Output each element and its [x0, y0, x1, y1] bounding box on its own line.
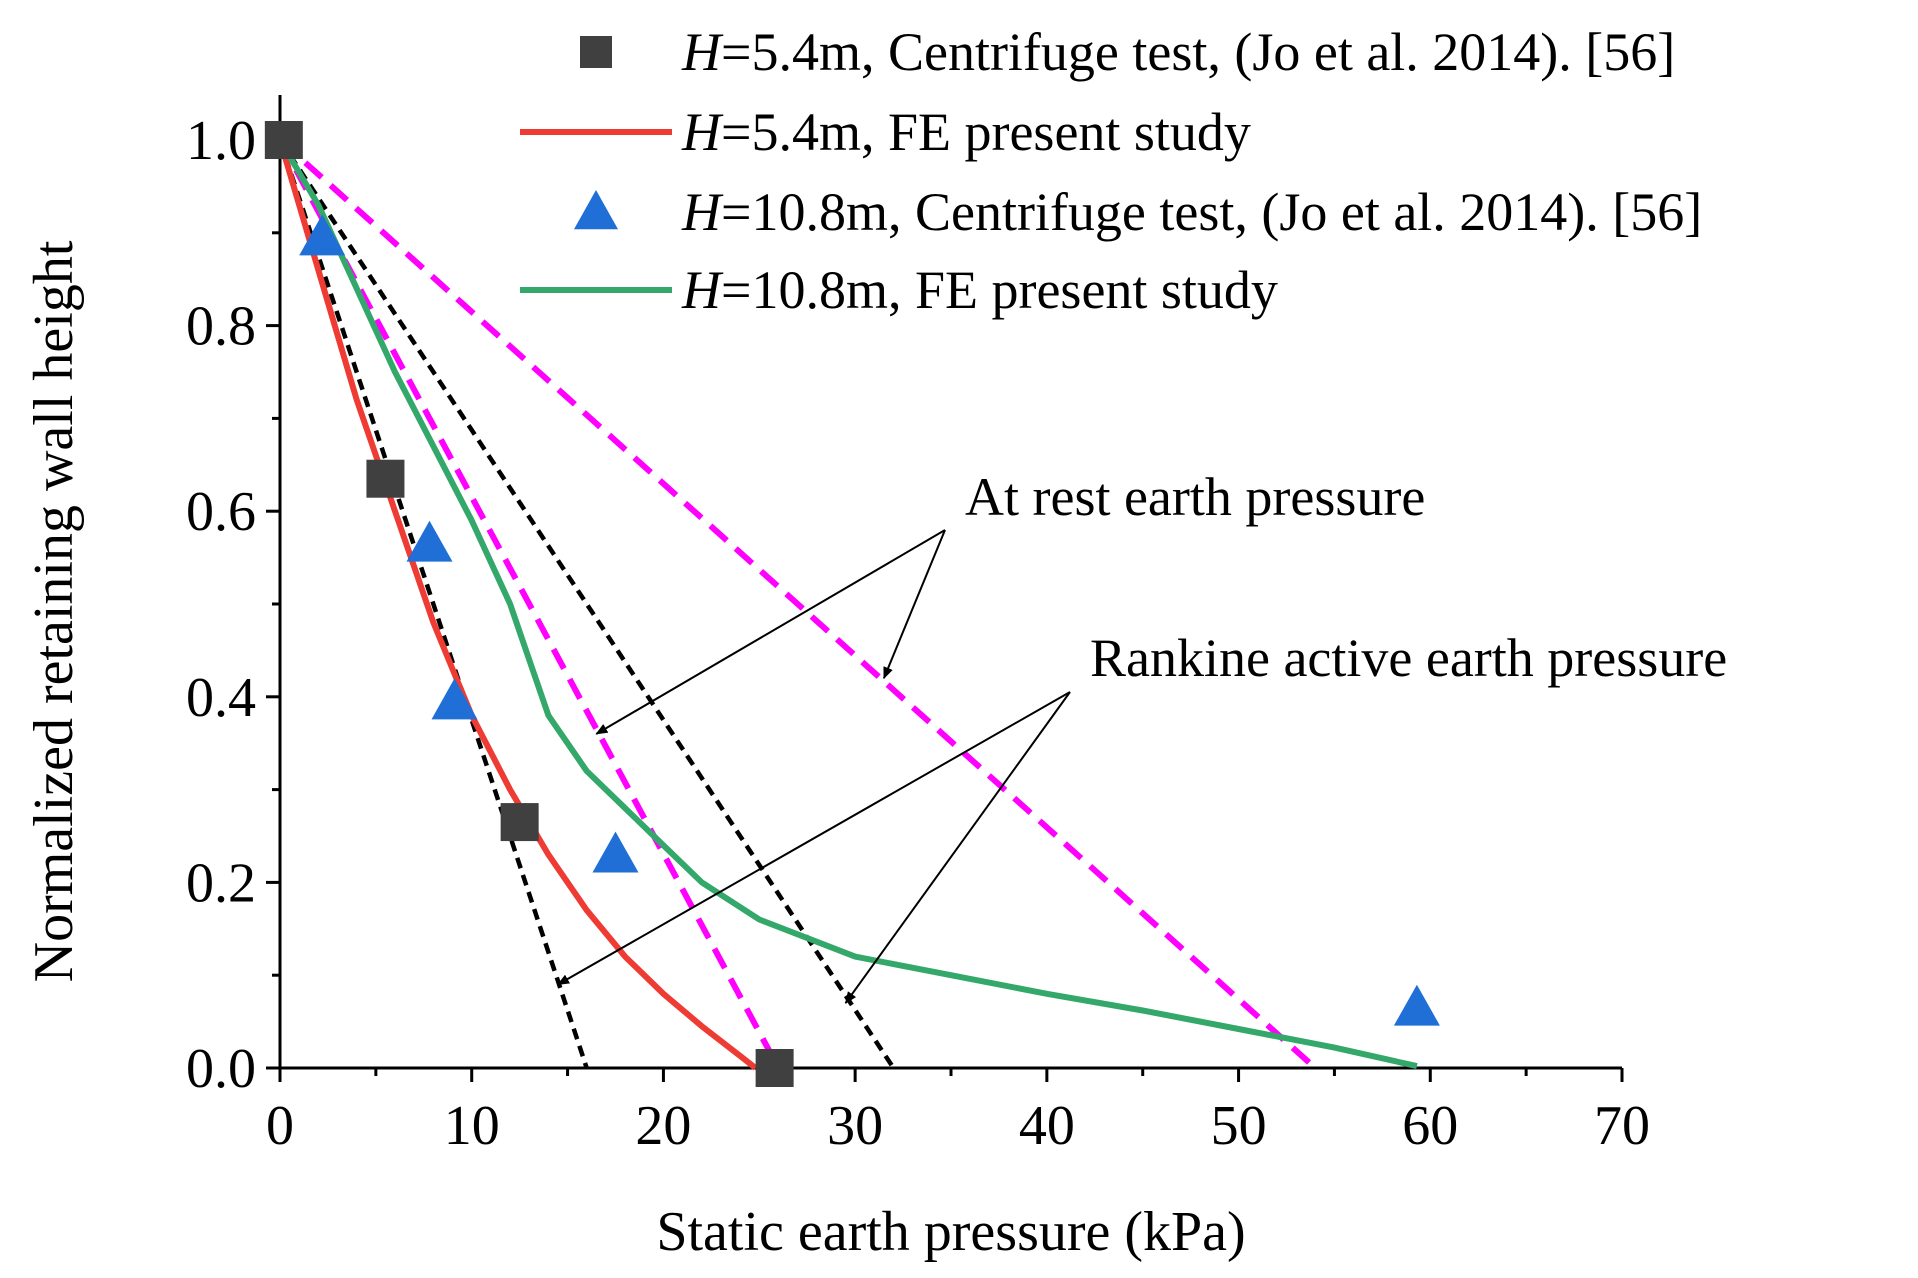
- series-3-line: [277, 138, 1418, 1070]
- legend-swatch-square: [580, 36, 612, 68]
- x-tick-label: 70: [1594, 1095, 1650, 1157]
- series-7-dotted: [277, 139, 589, 1069]
- x-tick-label: 50: [1211, 1095, 1267, 1157]
- annotations: At rest earth pressure Rankine active ear…: [557, 467, 1727, 1004]
- annotation-arrow: [557, 691, 1071, 986]
- y-tick-label: 0.4: [186, 667, 256, 729]
- triangle-marker: [592, 831, 639, 873]
- legend-entry-label: H=10.8m, FE present study: [681, 260, 1278, 320]
- annotation-label: Rankine active earth pressure: [1090, 628, 1727, 688]
- series-1-line: [277, 139, 758, 1071]
- x-tick-label: 30: [827, 1095, 883, 1157]
- legend-entry-label: H=10.8m, Centrifuge test, (Jo et al. 201…: [681, 182, 1702, 242]
- y-axis-title: Normalized retaining wall height: [23, 240, 85, 982]
- x-tick-label: 60: [1402, 1095, 1458, 1157]
- legend-entry-italic: H: [681, 260, 724, 320]
- legend-entry-text: =10.8m, Centrifuge test, (Jo et al. 2014…: [721, 182, 1702, 242]
- triangle-marker: [1393, 984, 1440, 1026]
- series-5-dashed: [277, 138, 782, 1070]
- triangle-marker: [406, 520, 453, 562]
- triangle-marker: [431, 678, 478, 720]
- square-marker: [500, 803, 539, 842]
- triangle-marker: [299, 214, 346, 256]
- legend-entry-label: H=5.4m, Centrifuge test, (Jo et al. 2014…: [681, 22, 1675, 82]
- legend-entry-text: =5.4m, Centrifuge test, (Jo et al. 2014)…: [721, 22, 1675, 82]
- y-tick-label: 0.0: [186, 1038, 256, 1100]
- annotation-arrow: [844, 691, 1071, 1004]
- legend: H=5.4m, Centrifuge test, (Jo et al. 2014…: [520, 22, 1702, 320]
- legend-entry-italic: H: [681, 182, 724, 242]
- legend-entry-label: H=5.4m, FE present study: [681, 102, 1251, 162]
- legend-entry-italic: H: [681, 102, 724, 162]
- square-marker: [755, 1049, 794, 1087]
- series-layer: [264, 121, 1440, 1087]
- y-tick-label: 0.6: [186, 481, 256, 543]
- y-tick-label: 0.2: [186, 852, 256, 914]
- annotation-arrow: [595, 529, 946, 735]
- square-marker: [264, 121, 303, 159]
- legend-entry-italic: H: [681, 22, 724, 82]
- annotation-arrow: [882, 529, 946, 680]
- y-tick-label: 1.0: [186, 110, 256, 172]
- x-tick-label: 10: [444, 1095, 500, 1157]
- x-axis-title: Static earth pressure (kPa): [656, 1201, 1245, 1263]
- series-6-dotted: [278, 138, 896, 1070]
- square-marker: [366, 459, 405, 498]
- legend-entry-text: =5.4m, FE present study: [721, 102, 1251, 162]
- axes: 0 10 20 30 40 50 60 70 0.0 0.2 0.4 0.6 0.8 1.0: [186, 95, 1650, 1157]
- legend-entry-text: =10.8m, FE present study: [721, 260, 1278, 320]
- x-tick-label: 40: [1019, 1095, 1075, 1157]
- x-tick-label: 0: [266, 1095, 294, 1157]
- y-tick-label: 0.8: [186, 296, 256, 358]
- x-tick-label: 20: [635, 1095, 691, 1157]
- annotation-label: At rest earth pressure: [965, 467, 1425, 527]
- series-4-dashed: [277, 137, 1318, 1071]
- legend-swatch-triangle: [574, 190, 618, 230]
